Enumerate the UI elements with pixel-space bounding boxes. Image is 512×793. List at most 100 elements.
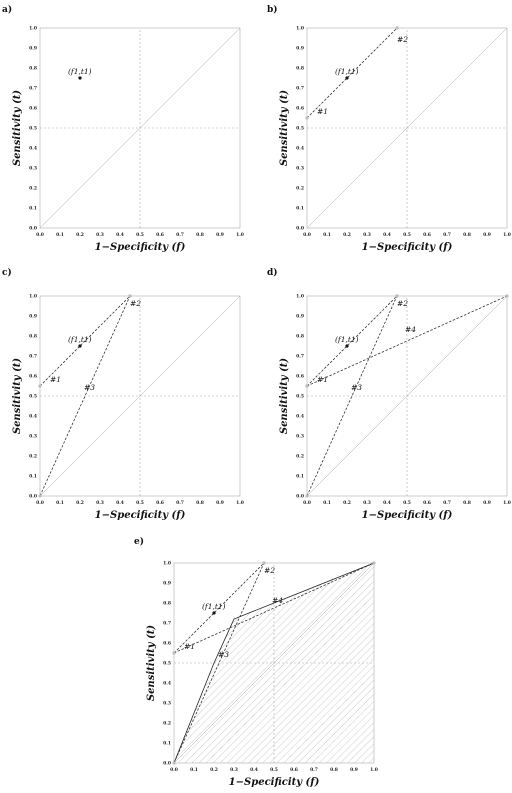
x-tick-label: 0.2 — [76, 500, 84, 506]
y-tick-label: 0.8 — [29, 66, 37, 72]
line-endpoint — [38, 494, 42, 498]
panel-letter: b) — [267, 4, 278, 15]
iso-line — [306, 27, 398, 119]
x-tick-label: 0.4 — [116, 232, 124, 238]
data-point — [78, 344, 82, 348]
y-tick-label: 0.7 — [296, 86, 304, 92]
x-axis-label: 1−Specificity (f) — [95, 242, 186, 253]
line-endpoint — [262, 561, 266, 565]
y-tick-label: 1.0 — [29, 26, 37, 32]
line-label: #2 — [397, 299, 408, 308]
x-tick-label: 0.2 — [210, 767, 218, 773]
data-point-label: (f1,t1) — [68, 67, 92, 76]
x-axis-label: 1−Specificity (f) — [229, 777, 320, 788]
y-tick-label: 0.3 — [296, 434, 304, 440]
x-tick-label: 1.0 — [503, 500, 511, 506]
y-tick-label: 0.5 — [29, 394, 37, 400]
x-tick-label: 1.0 — [370, 767, 378, 773]
x-tick-label: 0.1 — [323, 232, 331, 238]
y-tick-label: 0.6 — [296, 374, 304, 380]
x-tick-label: 1.0 — [503, 232, 511, 238]
line-endpoint — [395, 26, 399, 30]
x-tick-label: 0.3 — [96, 232, 104, 238]
y-tick-label: 0.4 — [29, 146, 37, 152]
panel-b: b) 0.00.0 0.1 0.1 0.2 0.2 0.3 0.3 0.4 0.4 0.5 0.5 0.… — [267, 4, 511, 253]
y-tick-label: 0.6 — [163, 641, 171, 647]
y-tick-label: 0.8 — [296, 66, 304, 72]
x-tick-label: 0.5 — [136, 500, 144, 506]
x-tick-label: 0.8 — [463, 500, 471, 506]
x-tick-label: 0.0 — [303, 500, 311, 506]
line-label: #1 — [50, 375, 61, 384]
y-tick-label: 0.0 — [29, 494, 37, 500]
data-point — [345, 76, 349, 80]
y-tick-label: 1.0 — [163, 561, 171, 567]
x-tick-label: 0.3 — [363, 232, 371, 238]
y-tick-label: 0.3 — [29, 434, 37, 440]
x-tick-label: 1.0 — [236, 232, 244, 238]
x-tick-label: 0.6 — [423, 232, 431, 238]
panel-letter: d) — [267, 267, 278, 278]
x-tick-label: 0.8 — [330, 767, 338, 773]
x-tick-label: 0.6 — [290, 767, 298, 773]
line-label: #2 — [130, 299, 141, 308]
y-tick-label: 0.3 — [163, 701, 171, 707]
line-endpoint — [128, 294, 132, 298]
iso-line — [173, 562, 265, 654]
y-tick-label: 0.1 — [296, 206, 304, 212]
line-endpoint — [395, 294, 399, 298]
y-tick-label: 0.6 — [29, 106, 37, 112]
panel-c: c) 0.00.0 0.1 0.1 0.2 0.2 0.3 0.3 0.4 0.4 0.5 0.5 0.… — [2, 267, 244, 521]
line-endpoint — [372, 561, 376, 565]
x-tick-label: 0.0 — [36, 232, 44, 238]
x-tick-label: 0.4 — [383, 500, 391, 506]
y-tick-label: 0.9 — [296, 314, 304, 320]
y-tick-label: 0.2 — [163, 721, 171, 727]
line-endpoint — [305, 116, 309, 120]
x-tick-label: 0.2 — [343, 232, 351, 238]
iso-line — [39, 295, 131, 387]
data-point-label: (f1,t1) — [68, 335, 92, 344]
x-tick-label: 0.8 — [463, 232, 471, 238]
data-point-label: (f1,t1) — [202, 602, 226, 611]
y-tick-label: 0.2 — [29, 186, 37, 192]
y-tick-label: 0.9 — [29, 314, 37, 320]
line-label: #4 — [405, 325, 416, 334]
y-tick-label: 1.0 — [296, 294, 304, 300]
x-tick-label: 0.8 — [196, 232, 204, 238]
line-label: #4 — [272, 596, 283, 605]
x-tick-label: 0.5 — [136, 232, 144, 238]
chance-diagonal — [306, 27, 508, 229]
line-label: #1 — [317, 375, 328, 384]
x-tick-label: 0.2 — [343, 500, 351, 506]
x-tick-label: 0.5 — [403, 500, 411, 506]
x-tick-label: 0.3 — [230, 767, 238, 773]
x-tick-label: 0.1 — [56, 500, 64, 506]
y-tick-label: 0.2 — [296, 454, 304, 460]
x-tick-label: 0.9 — [216, 500, 224, 506]
y-tick-label: 0.5 — [29, 126, 37, 132]
panel-letter: c) — [2, 267, 12, 278]
iso-line — [306, 295, 508, 387]
line-label: #1 — [184, 642, 195, 651]
x-tick-label: 0.2 — [76, 232, 84, 238]
y-tick-label: 0.4 — [296, 146, 304, 152]
x-tick-label: 0.1 — [190, 767, 198, 773]
y-axis-label: Sensitivity (t) — [279, 90, 290, 167]
x-axis-label: 1−Specificity (f) — [362, 510, 453, 521]
y-tick-label: 0.1 — [163, 741, 171, 747]
data-point-label: (f1,t1) — [335, 67, 359, 76]
y-tick-label: 0.3 — [29, 166, 37, 172]
x-tick-label: 1.0 — [236, 500, 244, 506]
data-point-label: (f1,t1) — [335, 335, 359, 344]
data-point — [78, 76, 82, 80]
chance-diagonal — [39, 27, 241, 229]
x-tick-label: 0.7 — [443, 500, 451, 506]
x-tick-label: 0.3 — [96, 500, 104, 506]
line-label: #1 — [317, 107, 328, 116]
x-tick-label: 0.7 — [176, 232, 184, 238]
line-endpoint — [305, 384, 309, 388]
x-tick-label: 0.0 — [170, 767, 178, 773]
y-tick-label: 0.9 — [296, 46, 304, 52]
y-tick-label: 0.1 — [29, 474, 37, 480]
